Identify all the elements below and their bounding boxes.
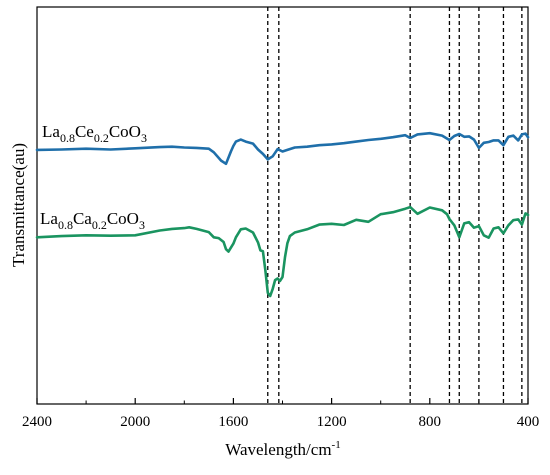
x-tick-label: 1200 [317,414,347,430]
x-tick-label: 400 [517,414,540,430]
series-layer [35,131,530,298]
reference-lines [267,7,523,404]
series-label-1: La0.8Ce0.2CoO3 [42,122,147,145]
series-line-2 [35,205,530,298]
x-tick-label: 2400 [22,414,52,430]
x-axis-label: Wavelength/cm-1 [225,439,340,459]
x-tick-label: 800 [419,414,442,430]
x-tick-label: 1600 [218,414,248,430]
y-axis-label: Transmittance(au) [9,143,28,267]
series-label-2: La0.8Ca0.2CoO3 [40,209,145,232]
series-labels: La0.8Ce0.2CoO3 La0.8Ca0.2CoO3 [40,122,147,232]
plot-frame [36,6,529,405]
series-line-1 [35,131,530,166]
x-tick-label: 2000 [120,414,150,430]
x-axis-ticks: 2400 2000 1600 1200 800 400 [22,398,539,430]
